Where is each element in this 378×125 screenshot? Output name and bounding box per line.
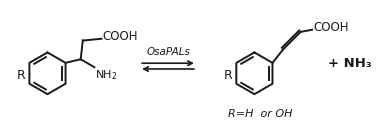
Text: R: R	[17, 69, 26, 82]
Text: OsaPALs: OsaPALs	[146, 47, 190, 57]
Text: COOH: COOH	[102, 30, 138, 43]
Text: + NH₃: + NH₃	[328, 57, 372, 70]
Text: NH$_2$: NH$_2$	[95, 68, 118, 82]
Text: R: R	[224, 69, 232, 82]
Text: COOH: COOH	[313, 21, 349, 34]
Text: R=H  or OH: R=H or OH	[228, 109, 292, 119]
